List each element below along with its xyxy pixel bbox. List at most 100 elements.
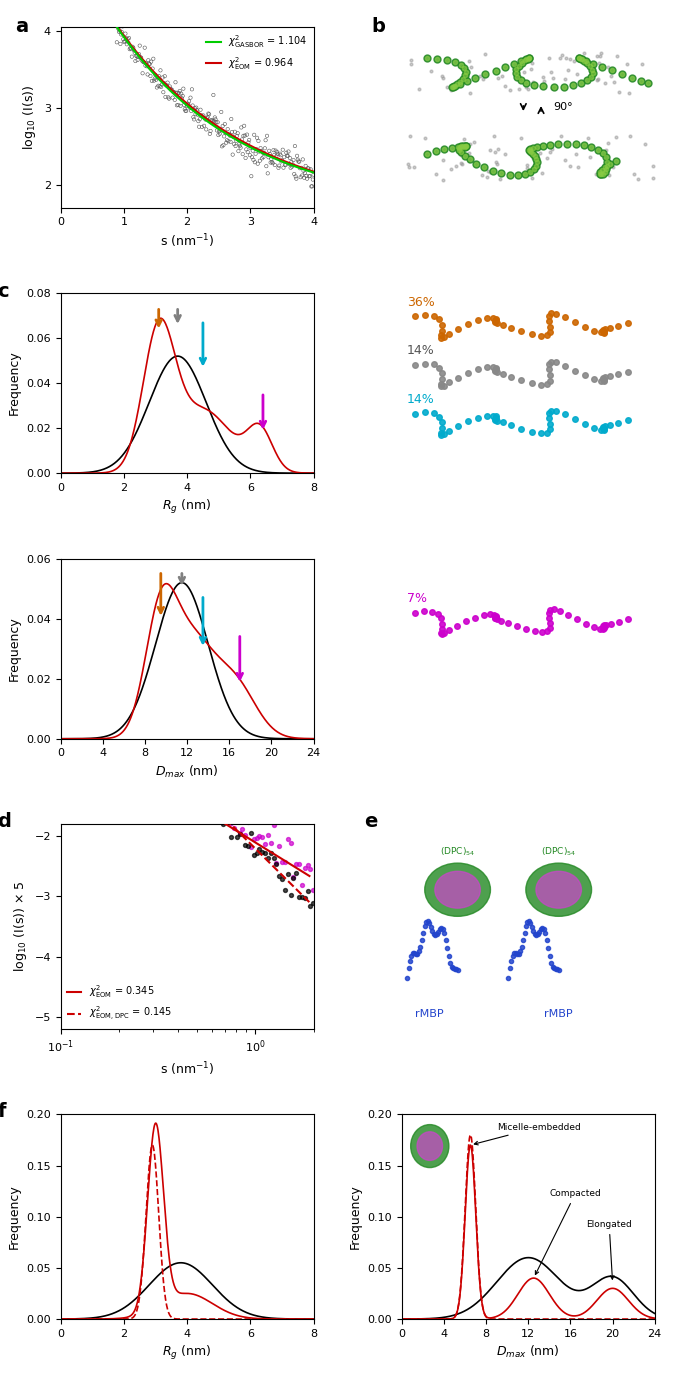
Point xyxy=(200,791,211,813)
Point xyxy=(608,157,618,179)
Point xyxy=(179,93,190,115)
Point xyxy=(197,785,208,807)
Point xyxy=(171,774,182,796)
Point xyxy=(189,109,200,131)
Point xyxy=(70,672,80,694)
Point xyxy=(174,80,185,102)
Point xyxy=(237,809,248,831)
Point xyxy=(186,776,196,798)
Point xyxy=(274,864,285,886)
Point xyxy=(291,168,302,190)
Point xyxy=(266,148,277,170)
Point xyxy=(175,769,186,791)
Point xyxy=(111,5,122,27)
Point xyxy=(283,140,294,162)
Point xyxy=(194,115,205,137)
Point xyxy=(568,51,579,73)
Point xyxy=(177,88,188,110)
Point xyxy=(110,14,121,36)
Point xyxy=(260,842,271,864)
Point xyxy=(300,162,310,184)
Point xyxy=(114,19,125,41)
Point xyxy=(235,137,246,159)
Point xyxy=(302,855,313,877)
Point xyxy=(102,3,113,25)
Point xyxy=(637,54,647,76)
Point xyxy=(136,49,147,71)
Point xyxy=(147,58,158,80)
Point xyxy=(166,750,177,772)
Point xyxy=(196,104,207,126)
Point xyxy=(573,155,584,177)
Point xyxy=(304,165,315,187)
Point xyxy=(107,705,117,727)
Y-axis label: Frequency: Frequency xyxy=(7,1184,21,1249)
Point xyxy=(242,834,253,856)
Point xyxy=(494,169,505,191)
Point xyxy=(192,796,202,818)
Point xyxy=(296,886,307,908)
Point xyxy=(144,54,155,76)
Point xyxy=(222,118,233,140)
Point xyxy=(220,808,231,830)
Point xyxy=(207,110,217,132)
Point xyxy=(308,893,319,915)
Point xyxy=(167,78,178,100)
Point xyxy=(106,8,117,30)
Point xyxy=(64,710,75,732)
Point xyxy=(302,168,313,190)
Point xyxy=(112,702,123,724)
Point xyxy=(143,742,154,764)
Point xyxy=(127,36,138,58)
Point xyxy=(92,719,103,741)
Text: rMBP: rMBP xyxy=(416,1009,444,1018)
Point xyxy=(307,169,318,191)
Point xyxy=(226,109,237,131)
Point xyxy=(146,760,157,782)
Point xyxy=(64,684,75,706)
Point xyxy=(81,688,92,710)
Point xyxy=(426,60,437,82)
Point xyxy=(135,47,146,69)
Point xyxy=(163,760,174,782)
Point xyxy=(591,164,601,185)
Point xyxy=(269,154,280,176)
Point xyxy=(563,59,574,81)
Point xyxy=(155,765,165,787)
Point xyxy=(237,818,248,840)
X-axis label: $R_g$ (nm): $R_g$ (nm) xyxy=(163,1344,212,1362)
Point xyxy=(263,162,273,184)
Point xyxy=(281,142,292,164)
Point xyxy=(223,122,234,144)
Point xyxy=(276,150,287,172)
Point xyxy=(72,713,83,735)
Point xyxy=(103,11,114,33)
Point xyxy=(124,27,134,49)
Point xyxy=(481,166,492,188)
Point xyxy=(221,129,232,151)
Point xyxy=(277,852,288,874)
Y-axis label: log$_{10}$ (I(s)): log$_{10}$ (I(s)) xyxy=(22,85,38,150)
Point xyxy=(186,100,196,122)
Point xyxy=(162,71,173,93)
Point xyxy=(97,0,107,11)
Point xyxy=(200,786,211,808)
Point xyxy=(528,147,539,169)
Point xyxy=(143,764,154,786)
Point xyxy=(493,139,504,161)
Text: Compacted: Compacted xyxy=(535,1190,601,1275)
Point xyxy=(268,815,279,837)
Point xyxy=(175,95,186,117)
Point xyxy=(303,158,314,180)
Point xyxy=(173,93,184,115)
Point xyxy=(298,148,308,170)
Point xyxy=(254,838,265,860)
Point xyxy=(246,822,256,844)
Point xyxy=(461,56,472,78)
Point xyxy=(115,714,126,736)
Point xyxy=(583,128,593,150)
Point xyxy=(78,675,89,697)
Point xyxy=(229,133,240,155)
Point xyxy=(248,827,259,849)
Point xyxy=(171,95,182,117)
